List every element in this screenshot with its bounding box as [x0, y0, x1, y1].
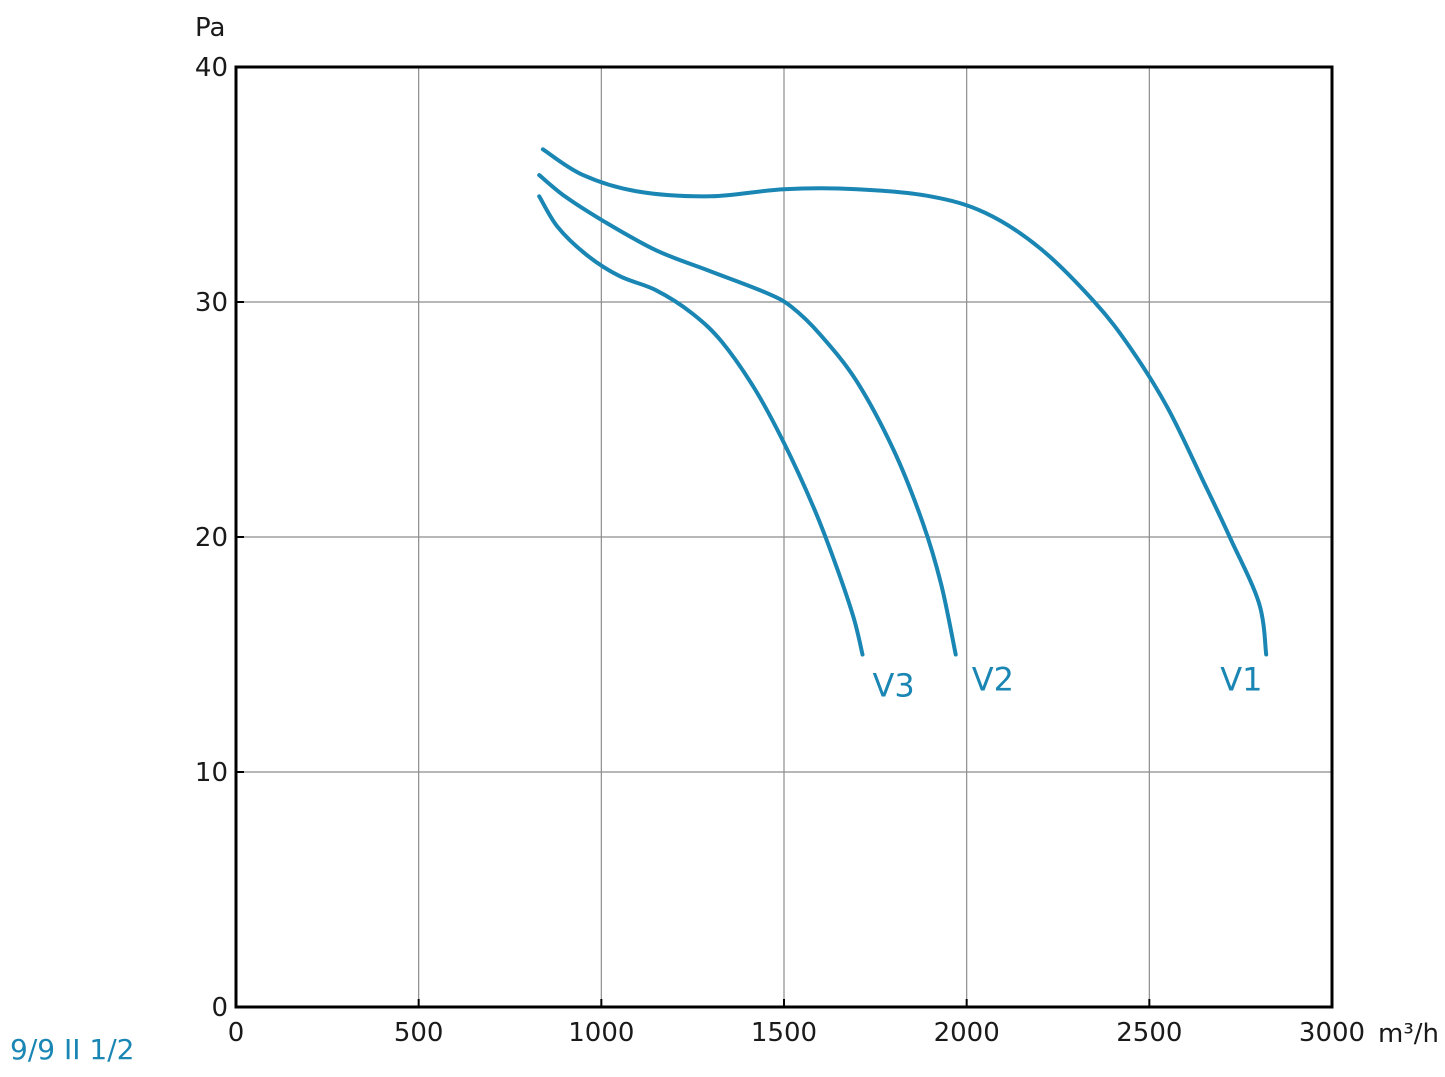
x-tick-label-1000: 1000	[568, 1018, 634, 1048]
x-tick-label-0: 0	[228, 1018, 245, 1048]
model-code-label: 9/9 II 1/2	[10, 1033, 135, 1066]
curve-label-v2: V2	[972, 661, 1014, 699]
curve-v1	[540, 147, 1269, 657]
y-tick-label-10: 10	[195, 758, 228, 788]
y-axis-unit: Pa	[195, 13, 225, 43]
performance-curves	[537, 147, 1269, 657]
x-tick-label-1500: 1500	[751, 1018, 817, 1048]
plot-frame	[234, 65, 1334, 1009]
curve-v2	[537, 173, 958, 657]
x-tick-label-500: 500	[394, 1018, 444, 1048]
curve-label-v3: V3	[873, 667, 915, 705]
curve-label-v1: V1	[1220, 661, 1262, 699]
y-tick-label-0: 0	[211, 993, 228, 1023]
grid-lines	[236, 67, 1332, 1007]
x-tick-label-2000: 2000	[934, 1018, 1000, 1048]
y-tick-label-30: 30	[195, 288, 228, 318]
x-axis-unit: m³/h	[1378, 1019, 1439, 1049]
curve-v3	[537, 194, 865, 657]
curve-labels: V1 V2 V3	[873, 661, 1263, 705]
x-tick-label-2500: 2500	[1116, 1018, 1182, 1048]
y-tick-label-40: 40	[195, 53, 228, 83]
y-tick-label-20: 20	[195, 523, 228, 553]
tick-labels: 0 500 1000 1500 2000 2500 3000 0 10 20 30 40	[195, 53, 1365, 1048]
x-tick-label-3000: 3000	[1299, 1018, 1365, 1048]
